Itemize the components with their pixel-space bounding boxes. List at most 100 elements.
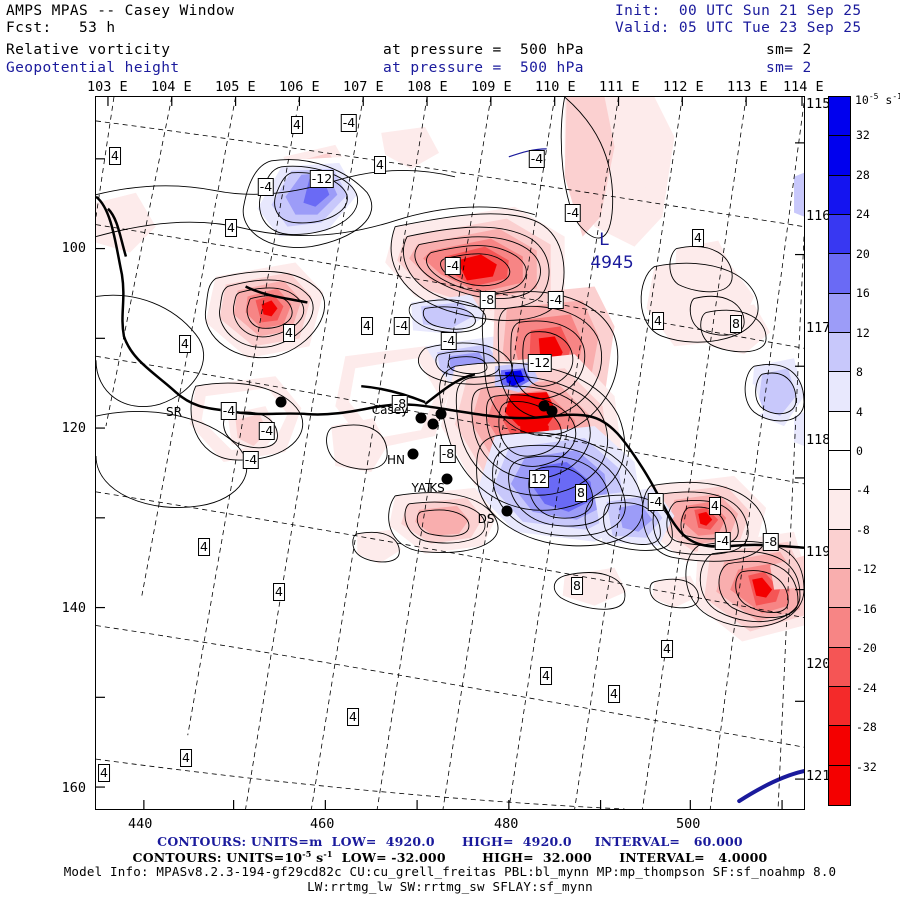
colorbar-tick-label: -32 (856, 759, 877, 774)
x-axis-top-tick-label: 104 E (151, 79, 192, 95)
station-label: SR (166, 405, 182, 419)
colorbar-tick-label: -8 (856, 522, 870, 537)
smoothing-vorticity: sm= 2 (766, 42, 812, 58)
x-axis-top-tick-label: 107 E (343, 79, 384, 95)
caption-vorticity-contours: CONTOURS: UNITS=10-5 s-1 LOW= -32.000 HI… (132, 849, 768, 866)
contour-value-label: -4 (647, 493, 665, 511)
contour-value-label: -4 (257, 178, 275, 196)
colorbar-band (829, 608, 850, 648)
x-axis-top-tick-label: 113 E (727, 79, 768, 95)
contour-value-label: -4 (440, 332, 458, 350)
contour-value-label: 4 (608, 685, 620, 703)
colorbar-units-exponent: -5 (868, 92, 879, 101)
contour-value-label: -8 (439, 445, 457, 463)
station-marker-dot (538, 400, 550, 412)
caption-exponent-1: -5 (302, 849, 312, 859)
contour-value-label: 4 (180, 749, 192, 767)
station-label: DS (477, 512, 495, 526)
colorbar-band (829, 136, 850, 176)
x-axis-top-tick-label: 108 E (407, 79, 448, 95)
map-plot-area[interactable]: 4 4 -4 -12 -4 4 -4 -4 4 4 -4 -8 -4 4 4 4 -4 -4 4 8 -12 -8 -4 -4… (95, 96, 805, 810)
colorbar-units-exponent-2: -1 (892, 92, 900, 101)
y-axis-left-tick-label: 100 (61, 240, 86, 256)
colorbar-band (829, 529, 850, 569)
colorbar-band (829, 175, 850, 215)
contour-value-label: -4 (340, 114, 358, 132)
contour-value-label: -4 (220, 402, 238, 420)
low-center-marker: L (599, 230, 609, 250)
colorbar-tick-label: 0 (856, 444, 863, 458)
coastline (96, 195, 804, 549)
station-marker-dot (546, 405, 558, 417)
contour-value-label: 12 (529, 470, 549, 488)
window-title: AMPS MPAS -- Casey Window (6, 3, 235, 19)
colorbar-band (829, 372, 850, 412)
x-axis-top-tick-label: 103 E (87, 79, 128, 95)
colorbar-tick-label: 12 (856, 325, 870, 340)
x-axis-top-tick-label: 106 E (279, 79, 320, 95)
station-marker-dot (427, 418, 439, 430)
colorbar-band (829, 97, 850, 137)
low-center-value: 4945 (590, 253, 634, 273)
contour-value-label: 4 (347, 708, 359, 726)
frame-ticks (96, 97, 804, 809)
x-axis-bottom-tick-label: 460 (310, 816, 335, 832)
contour-value-label: 4 (291, 116, 303, 134)
contour-value-label: 8 (575, 484, 587, 502)
station-marker-dot (435, 408, 447, 420)
colorbar-tick-label: -4 (856, 483, 870, 498)
x-axis-top-tick-label: 114 E (783, 79, 824, 95)
x-axis-top-tick-label: 110 E (535, 79, 576, 95)
x-axis-top-tick-label: 109 E (471, 79, 512, 95)
station-label: Casey (371, 403, 409, 417)
x-axis-top-tick-label: 105 E (215, 79, 256, 95)
colorbar-tick-label: -24 (856, 680, 877, 695)
colorbar-tick-label: 32 (856, 128, 870, 143)
colorbar-tick-label: 8 (856, 365, 863, 380)
forecast-hour: Fcst: 53 h (6, 20, 116, 36)
colorbar-band (829, 411, 850, 451)
contour-value-label: -4 (444, 257, 462, 275)
contour-value-label: -4 (393, 317, 411, 335)
colorbar-band (829, 765, 850, 805)
contour-value-label: 4 (374, 156, 386, 174)
x-axis-top-tick-label: 112 E (663, 79, 704, 95)
y-axis-left-tick-label: 140 (61, 600, 86, 616)
colorbar-tick-label: -12 (856, 562, 877, 577)
station-label: KS (429, 481, 445, 495)
contour-value-label: -8 (762, 533, 780, 551)
contour-value-label: 4 (98, 764, 110, 782)
contour-value-label: 4 (709, 497, 721, 515)
contour-value-label: -12 (527, 354, 553, 372)
caption-exponent-2: -1 (323, 849, 333, 859)
colorbar-band (829, 254, 850, 294)
colorbar-tick-label: 20 (856, 246, 870, 261)
contour-value-label: 8 (730, 315, 742, 333)
contour-value-label: -8 (479, 291, 497, 309)
contour-value-label: 4 (198, 538, 210, 556)
contour-value-label: -4 (547, 291, 565, 309)
colorbar-band (829, 686, 850, 727)
contour-value-label: -4 (564, 204, 582, 222)
station-marker-dot (275, 396, 287, 408)
caption-model-info: Model Info: MPASv8.2.3-194-gf29cd82c CU:… (63, 864, 837, 879)
x-axis-bottom-tick-label: 500 (676, 816, 701, 832)
contour-value-label: -8 (391, 395, 409, 413)
pressure-level-vorticity: at pressure = 500 hPa (383, 42, 584, 58)
vorticity-colorbar[interactable] (828, 96, 851, 806)
graticule (96, 97, 804, 809)
caption-height-contours: CONTOURS: UNITS=m LOW= 4920.0 HIGH= 4920… (157, 834, 743, 849)
colorbar-tick-label: -20 (856, 641, 877, 656)
vorticity-contour-lines (96, 97, 804, 628)
colorbar-band (829, 568, 850, 609)
smoothing-height: sm= 2 (766, 60, 812, 76)
contour-value-label: -4 (714, 532, 732, 550)
colorbar-band (829, 214, 850, 255)
colorbar-band (829, 450, 850, 491)
contour-value-label: 4 (692, 229, 704, 247)
colorbar-band (829, 293, 850, 333)
valid-time: Valid: 05 UTC Tue 23 Sep 25 (615, 20, 862, 36)
caption-physics: LW:rrtmg_lw SW:rrtmg_sw SFLAY:sf_mynn (307, 879, 593, 894)
contour-value-label: 4 (109, 147, 121, 165)
